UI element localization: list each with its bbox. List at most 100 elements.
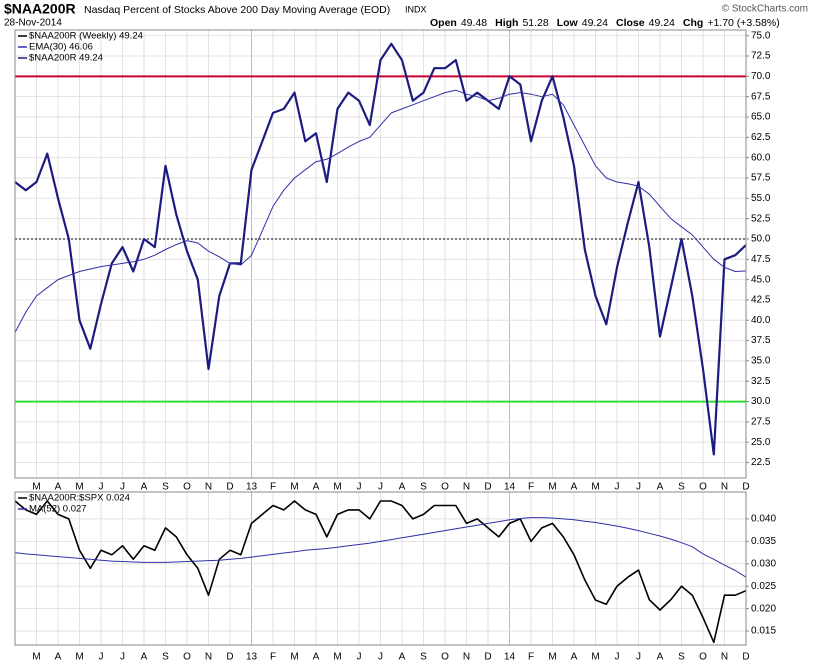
x-tick-label: A (571, 482, 578, 493)
x-tick-label: A (313, 652, 320, 663)
chart-title: $NAA200R (4, 1, 76, 17)
y-tick-label: 62.5 (751, 132, 771, 143)
y-tick-label: 0.020 (751, 603, 776, 614)
x-tick-label: O (441, 482, 449, 493)
y-tick-label: 42.5 (751, 295, 771, 306)
x-tick-label: M (75, 482, 83, 493)
x-tick-label: M (591, 652, 599, 663)
quote-value: +1.70 (+3.58%) (707, 17, 779, 29)
series-line (14, 500, 747, 644)
quote-value: 49.48 (461, 17, 487, 29)
x-tick-label: J (636, 482, 641, 493)
y-tick-label: 47.5 (751, 254, 771, 265)
y-tick-label: 0.040 (751, 514, 776, 525)
source: © StockCharts.com (722, 4, 808, 15)
x-tick-label: M (548, 652, 556, 663)
x-tick-label: M (32, 652, 40, 663)
y-tick-label: 30.0 (751, 396, 771, 407)
x-tick-label: J (120, 482, 125, 493)
quote-label: Low (557, 17, 579, 29)
quote-label: Close (616, 17, 645, 29)
y-tick-label: 60.0 (751, 152, 771, 163)
y-tick-label: 40.0 (751, 315, 771, 326)
x-tick-label: 13 (246, 482, 258, 493)
x-tick-label: M (548, 482, 556, 493)
series-line (14, 89, 747, 333)
x-tick-label: A (399, 482, 406, 493)
date: 28-Nov-2014 (4, 18, 62, 29)
x-tick-label: D (484, 482, 491, 493)
x-tick-label: A (313, 482, 320, 493)
x-tick-label: S (420, 652, 427, 663)
x-tick-label: J (615, 482, 620, 493)
y-tick-label: 65.0 (751, 112, 771, 123)
x-tick-label: M (333, 482, 341, 493)
plot-border (14, 491, 747, 646)
x-tick-label: A (657, 482, 664, 493)
series-line (14, 517, 747, 578)
x-tick-label: F (270, 482, 276, 493)
x-tick-label: F (528, 482, 534, 493)
exchange: INDX (405, 4, 427, 14)
x-tick-label: J (357, 482, 362, 493)
x-tick-label: M (290, 652, 298, 663)
x-tick-label: A (399, 652, 406, 663)
y-tick-label: 27.5 (751, 417, 771, 428)
y-tick-label: 37.5 (751, 335, 771, 346)
y-tick-label: 0.035 (751, 536, 776, 547)
x-tick-label: F (528, 652, 534, 663)
legend-label: MA(52) 0.027 (29, 504, 87, 515)
x-tick-label: 14 (504, 652, 516, 663)
x-tick-label: O (699, 652, 707, 663)
y-tick-label: 0.025 (751, 581, 776, 592)
quote-label: High (495, 17, 518, 29)
x-tick-label: O (699, 482, 707, 493)
x-tick-label: D (742, 652, 749, 663)
x-tick-label: S (678, 482, 685, 493)
x-tick-label: A (55, 482, 62, 493)
chart-subtitle: Nasdaq Percent of Stocks Above 200 Day M… (84, 4, 390, 16)
x-tick-label: J (636, 652, 641, 663)
x-tick-label: A (571, 652, 578, 663)
y-tick-label: 0.030 (751, 558, 776, 569)
x-tick-label: N (463, 652, 470, 663)
x-tick-label: D (742, 482, 749, 493)
x-tick-label: M (290, 482, 298, 493)
x-tick-label: J (99, 652, 104, 663)
y-tick-label: 52.5 (751, 213, 771, 224)
plot-border (14, 29, 747, 479)
x-tick-label: J (378, 652, 383, 663)
x-tick-label: 13 (246, 652, 258, 663)
x-tick-label: A (141, 482, 148, 493)
x-tick-label: O (183, 652, 191, 663)
x-tick-label: D (226, 482, 233, 493)
x-tick-label: O (183, 482, 191, 493)
legend-label: $NAA200R:$SPX 0.024 (29, 493, 130, 504)
x-tick-label: J (357, 652, 362, 663)
x-tick-label: S (162, 482, 169, 493)
x-tick-label: A (657, 652, 664, 663)
y-tick-label: 50.0 (751, 234, 771, 245)
x-tick-label: M (333, 652, 341, 663)
x-tick-label: N (205, 482, 212, 493)
x-tick-label: D (484, 652, 491, 663)
x-tick-label: A (141, 652, 148, 663)
x-tick-label: M (75, 652, 83, 663)
legend-label: EMA(30) 46.06 (29, 42, 93, 53)
quote-value: 49.24 (649, 17, 675, 29)
y-tick-label: 35.0 (751, 356, 771, 367)
x-tick-label: J (120, 652, 125, 663)
x-tick-label: J (615, 652, 620, 663)
y-tick-label: 72.5 (751, 51, 771, 62)
y-tick-label: 57.5 (751, 173, 771, 184)
x-tick-label: A (55, 652, 62, 663)
y-tick-label: 25.0 (751, 437, 771, 448)
x-tick-label: J (378, 482, 383, 493)
y-tick-label: 70.0 (751, 71, 771, 82)
y-tick-label: 32.5 (751, 376, 771, 387)
y-tick-label: 45.0 (751, 274, 771, 285)
x-tick-label: S (162, 652, 169, 663)
quote-label: Chg (683, 17, 703, 29)
